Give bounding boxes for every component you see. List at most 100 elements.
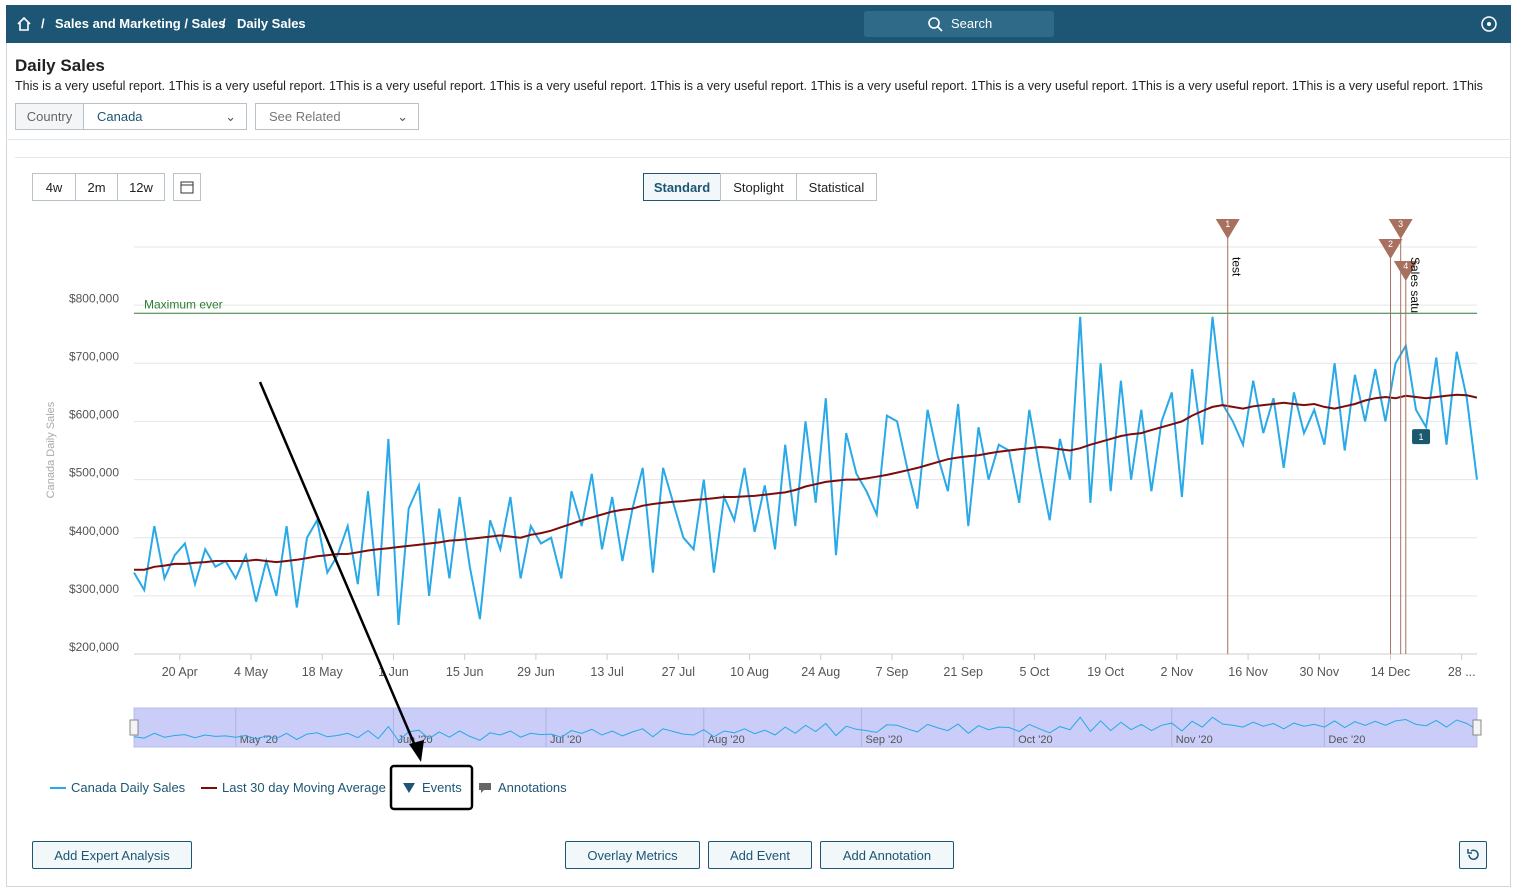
- home-icon[interactable]: [16, 16, 32, 32]
- legend-swatch: [50, 786, 66, 789]
- calendar-icon: [180, 181, 194, 194]
- reset-icon: [1467, 849, 1479, 860]
- chart: $200,000 $300,000 $400,000 $500,000 $600,000…: [45, 219, 1482, 748]
- range-label: 12w: [129, 179, 153, 195]
- search-label: Search: [951, 16, 993, 31]
- country-select[interactable]: Canada ⌄: [83, 103, 247, 130]
- navigator-label: Sep '20: [865, 734, 902, 746]
- legend-label: Events: [422, 780, 462, 795]
- event-number: 4: [1403, 261, 1408, 271]
- y-tick-label: $400,000: [69, 524, 119, 538]
- x-tick-label: 19 Oct: [1087, 665, 1124, 679]
- range-label: 2m: [87, 179, 106, 195]
- calendar-button[interactable]: [173, 173, 201, 201]
- event-number: 2: [1388, 239, 1393, 249]
- x-tick-label: 4 May: [234, 665, 269, 679]
- range-button[interactable]: 4w: [32, 173, 76, 201]
- x-tick-label: 28 ...: [1448, 665, 1476, 679]
- annotation-marker: [1412, 429, 1431, 445]
- range-button[interactable]: 2m: [75, 173, 118, 201]
- x-tick-label: 10 Aug: [730, 665, 769, 679]
- filter-label: Country: [15, 103, 84, 130]
- navigator-label: Jun '20: [397, 734, 432, 746]
- filter-label-text: Country: [26, 109, 73, 124]
- country-value: Canada: [97, 109, 143, 124]
- x-tick-label: 20 Apr: [162, 665, 198, 679]
- event-marker: [1393, 261, 1418, 281]
- y-tick-label: $300,000: [69, 582, 119, 596]
- event-marker: [1215, 219, 1240, 239]
- x-tick-label: 7 Sep: [876, 665, 909, 679]
- legend-item[interactable]: Last 30 day Moving Average: [201, 780, 386, 795]
- divider: [6, 139, 1511, 140]
- view-label: Stoplight: [733, 179, 784, 195]
- add-event-button[interactable]: Add Event: [708, 841, 812, 869]
- navigator: [133, 707, 1478, 748]
- event-name: test: [1230, 257, 1244, 277]
- button-label: Overlay Metrics: [587, 847, 678, 863]
- y-tick-label: $600,000: [69, 408, 119, 422]
- breadcrumb[interactable]: Sales and Marketing / Sales: [55, 16, 226, 31]
- reference-label: Maximum ever: [144, 297, 223, 311]
- range-label: 4w: [45, 179, 63, 195]
- x-tick-label: 27 Jul: [662, 665, 695, 679]
- expert-analysis-button[interactable]: Add Expert Analysis: [32, 841, 192, 869]
- related-label: See Related: [269, 109, 341, 124]
- event-number: 1: [1225, 219, 1230, 229]
- view-button[interactable]: Stoplight: [720, 173, 797, 201]
- event-marker: [1378, 239, 1403, 259]
- y-tick-label: $200,000: [69, 640, 119, 654]
- reset-button[interactable]: [1459, 841, 1487, 869]
- view-button[interactable]: Statistical: [796, 173, 877, 201]
- navigator-handle[interactable]: [1472, 719, 1482, 736]
- x-tick-label: 2 Nov: [1161, 665, 1194, 679]
- x-tick-label: 30 Nov: [1299, 665, 1339, 679]
- search-icon: [928, 17, 943, 32]
- view-button[interactable]: Standard: [643, 173, 721, 201]
- legend-label: Canada Daily Sales: [71, 780, 186, 795]
- breadcrumb: Daily Sales: [237, 16, 306, 31]
- legend-swatch: [403, 782, 415, 793]
- view-label: Standard: [653, 179, 711, 195]
- overlay-button[interactable]: Overlay Metrics: [565, 841, 700, 869]
- x-tick-label: 1 Jun: [378, 665, 409, 679]
- legend-item[interactable]: Events: [402, 780, 462, 795]
- x-tick-label: 16 Nov: [1228, 665, 1268, 679]
- add-annotation-button[interactable]: Add Annotation: [820, 841, 954, 869]
- legend-swatch: [479, 782, 491, 793]
- separator: /: [222, 16, 226, 31]
- legend-label: Annotations: [498, 780, 567, 795]
- navigator-label: Dec '20: [1328, 734, 1365, 746]
- view-label: Statistical: [808, 179, 865, 195]
- event-number: 3: [1398, 219, 1403, 229]
- x-tick-label: 29 Jun: [517, 665, 555, 679]
- navigator-handle[interactable]: [129, 719, 139, 736]
- x-tick-label: 21 Sep: [943, 665, 983, 679]
- chart-card: [15, 157, 1510, 882]
- y-axis-title: Canada Daily Sales: [45, 401, 57, 498]
- separator: /: [41, 16, 45, 31]
- related-select[interactable]: See Related ⌄: [255, 103, 419, 130]
- navigator-label: Nov '20: [1176, 734, 1213, 746]
- navigator-label: Aug '20: [708, 734, 745, 746]
- settings-icon[interactable]: [1480, 15, 1498, 33]
- top-bar: / Sales and Marketing / Sales / Daily Sa…: [6, 5, 1511, 43]
- chevron: ⌄: [225, 108, 236, 124]
- legend-swatch: [201, 786, 217, 789]
- legend-item[interactable]: Canada Daily Sales: [50, 780, 185, 795]
- search-button[interactable]: Search: [864, 11, 1054, 37]
- range-button[interactable]: 12w: [117, 173, 165, 201]
- x-tick-label: 24 Aug: [801, 665, 840, 679]
- legend-item[interactable]: Annotations: [478, 780, 567, 795]
- x-tick-label: 14 Dec: [1371, 665, 1411, 679]
- y-tick-label: $500,000: [69, 466, 119, 480]
- description: This is a very useful report. 1This is a…: [15, 79, 1483, 93]
- button-label: Add Expert Analysis: [54, 847, 170, 863]
- navigator-label: Oct '20: [1018, 734, 1053, 746]
- annotation-number: 1: [1419, 432, 1424, 442]
- navigator-label: Jul '20: [550, 734, 581, 746]
- chevron: ⌄: [397, 108, 408, 124]
- button-label: Add Event: [730, 847, 790, 863]
